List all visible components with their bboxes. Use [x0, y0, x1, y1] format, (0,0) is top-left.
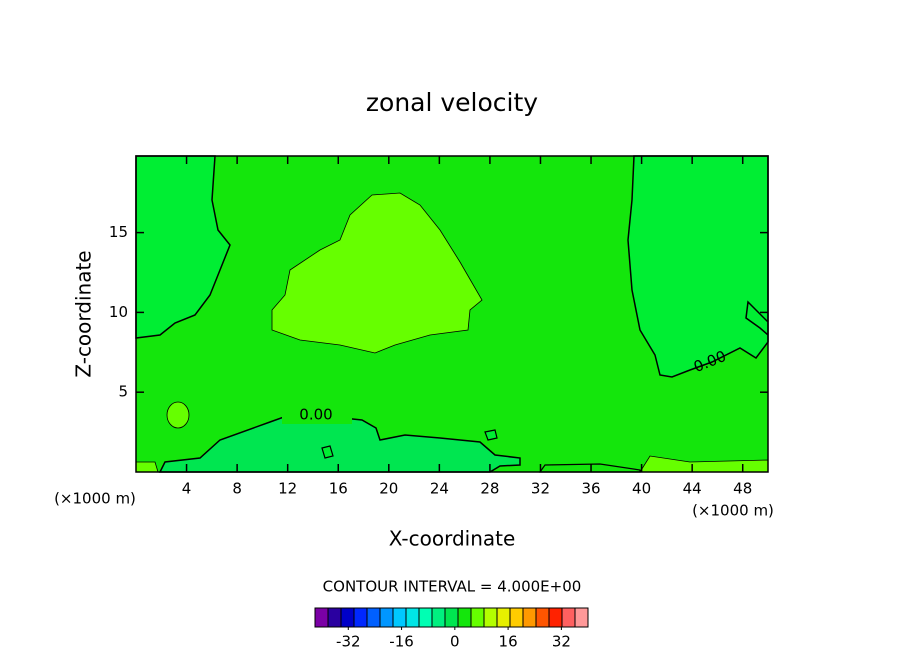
x-tick-label: 24 [430, 480, 449, 498]
colorbar-swatch [418, 607, 433, 628]
colorbar-swatch [327, 607, 342, 628]
x-tick-label: 44 [683, 480, 702, 498]
colorbar-swatch [574, 607, 589, 628]
x-tick-label: 16 [329, 480, 348, 498]
x-tick-label: 48 [733, 480, 752, 498]
contour-field: 0.00 0.00 [135, 155, 769, 473]
colorbar-swatch [405, 607, 420, 628]
colorbar-swatch [457, 607, 472, 628]
x-axis-label: X-coordinate [389, 527, 516, 551]
x-tick-label: 32 [531, 480, 550, 498]
colorbar-swatch [470, 607, 485, 628]
x-tick-label: 4 [182, 480, 192, 498]
colorbar-swatch [522, 607, 537, 628]
colorbar-swatch [444, 607, 459, 628]
colorbar-swatch [496, 607, 511, 628]
colorbar-swatch [353, 607, 368, 628]
contour-region [158, 412, 521, 473]
colorbar: -32 -16 0 16 32 [314, 607, 589, 651]
y-tick-label: 15 [109, 223, 128, 241]
x-tick-label: 20 [379, 480, 398, 498]
colorbar-tick-label: 0 [450, 633, 460, 651]
colorbar-swatch [561, 607, 576, 628]
x-tick-label: 28 [480, 480, 499, 498]
colorbar-tick-label: -32 [336, 633, 361, 651]
chart-title: zonal velocity [366, 88, 538, 117]
y-tick-label: 10 [109, 303, 128, 321]
colorbar-tick-label: -16 [389, 633, 414, 651]
contour-label: 0.00 [299, 406, 332, 424]
x-unit-label: (×1000 m) [692, 502, 774, 520]
contour-region [321, 445, 334, 459]
colorbar-swatch [483, 607, 498, 628]
contour-region [271, 192, 483, 354]
contour-region [135, 155, 231, 339]
colorbar-swatch [548, 607, 563, 628]
contour-region [135, 461, 159, 473]
x-tick-label: 36 [581, 480, 600, 498]
contour-region [627, 155, 769, 378]
colorbar-swatch [535, 607, 550, 628]
colorbar-swatch [379, 607, 394, 628]
colorbar-swatch [509, 607, 524, 628]
contour-region [484, 429, 498, 441]
label-bg [282, 404, 352, 424]
colorbar-tick-label: 16 [499, 633, 518, 651]
colorbar-swatch [314, 607, 329, 628]
contour-region [166, 401, 190, 429]
colorbar-swatch [392, 607, 407, 628]
colorbar-swatch [431, 607, 446, 628]
x-tick-label: 12 [278, 480, 297, 498]
x-unit-label: (×1000 m) [54, 490, 136, 508]
x-tick-label: 40 [632, 480, 651, 498]
y-axis-label: Z-coordinate [72, 250, 96, 377]
plot-frame [135, 155, 769, 473]
colorbar-swatch [366, 607, 381, 628]
x-tick-label: 8 [232, 480, 242, 498]
colorbar-tick-label: 32 [552, 633, 571, 651]
colorbar-swatch [340, 607, 355, 628]
y-tick-label: 5 [118, 383, 128, 401]
colorbar-title: CONTOUR INTERVAL = 4.000E+00 [323, 578, 582, 596]
